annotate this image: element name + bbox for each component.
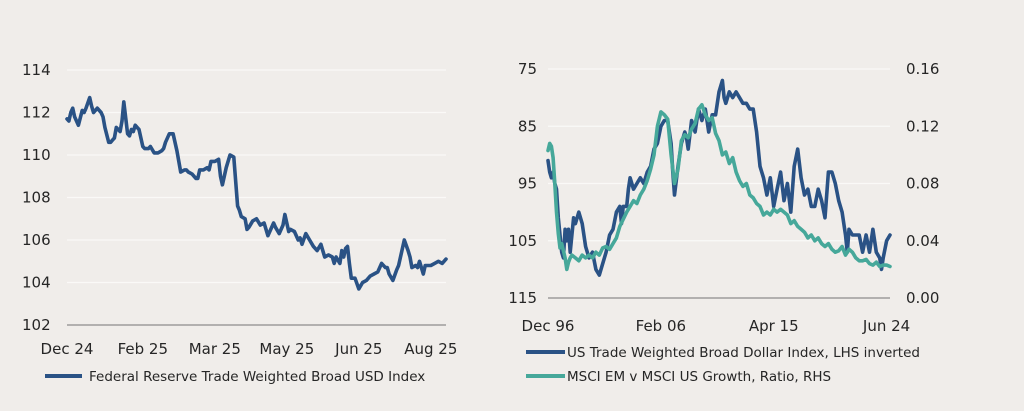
left-legend: Federal Reserve Trade Weighted Broad USD…	[45, 369, 425, 385]
right-left-y-tick-label: 75	[518, 60, 537, 78]
left-x-tick-label: Feb 25	[118, 340, 168, 358]
left-y-tick-label: 106	[22, 231, 51, 249]
legend-label-msci-ratio: MSCI EM v MSCI US Growth, Ratio, RHS	[567, 369, 831, 385]
legend-label-usd-index: Federal Reserve Trade Weighted Broad USD…	[89, 369, 425, 385]
right-x-tick-label: Dec 96	[522, 317, 575, 335]
right-chart-right-y-axis-ticks: 0.16 0.12 0.08 0.04 0.00	[906, 60, 939, 307]
left-y-tick-label: 108	[22, 189, 51, 207]
left-x-tick-label: Aug 25	[404, 340, 457, 358]
left-y-tick-label: 102	[22, 316, 51, 334]
right-right-y-tick-label: 0.00	[906, 289, 939, 307]
left-x-tick-label: Mar 25	[189, 340, 241, 358]
right-series	[546, 78, 892, 277]
left-chart: 114 112 110 108 106 104 102 Dec 24 Feb 25 Mar 25…	[22, 61, 457, 385]
right-right-y-tick-label: 0.16	[906, 60, 939, 78]
right-right-y-tick-label: 0.04	[906, 232, 939, 250]
left-y-tick-label: 112	[22, 104, 51, 122]
left-series	[65, 95, 448, 291]
left-y-tick-label: 110	[22, 146, 51, 164]
right-gridlines	[548, 68, 890, 299]
right-chart-left-y-axis-ticks: 75 85 95 105 115	[508, 60, 537, 307]
right-legend: US Trade Weighted Broad Dollar Index, LH…	[526, 345, 920, 385]
left-y-axis-ticks: 114 112 110 108 106 104 102	[22, 61, 51, 334]
right-right-y-tick-label: 0.08	[906, 175, 939, 193]
series-line-usd-index	[65, 95, 448, 291]
right-left-y-tick-label: 105	[508, 232, 537, 250]
left-y-tick-label: 104	[22, 274, 51, 292]
left-x-tick-label: Dec 24	[41, 340, 94, 358]
left-x-axis-ticks: Dec 24 Feb 25 Mar 25 May 25 Jun 25 Aug 25	[41, 340, 458, 358]
left-x-tick-label: May 25	[259, 340, 314, 358]
right-x-axis-ticks: Dec 96 Feb 06 Apr 15 Jun 24	[522, 317, 911, 335]
left-y-tick-label: 114	[22, 61, 51, 79]
right-chart: 75 85 95 105 115 0.16 0.12 0.08 0.04 0.00 Dec 96…	[508, 60, 939, 385]
right-x-tick-label: Apr 15	[749, 317, 799, 335]
right-x-tick-label: Jun 24	[862, 317, 910, 335]
right-right-y-tick-label: 0.12	[906, 117, 939, 135]
right-left-y-tick-label: 85	[518, 117, 537, 135]
series-line-msci-ratio	[546, 103, 892, 272]
series-line-dollar-index	[546, 78, 892, 277]
right-left-y-tick-label: 115	[508, 289, 537, 307]
left-gridlines	[67, 69, 446, 326]
right-x-tick-label: Feb 06	[636, 317, 686, 335]
right-left-y-tick-label: 95	[518, 175, 537, 193]
left-x-tick-label: Jun 25	[334, 340, 382, 358]
legend-label-dollar-index: US Trade Weighted Broad Dollar Index, LH…	[567, 345, 920, 361]
